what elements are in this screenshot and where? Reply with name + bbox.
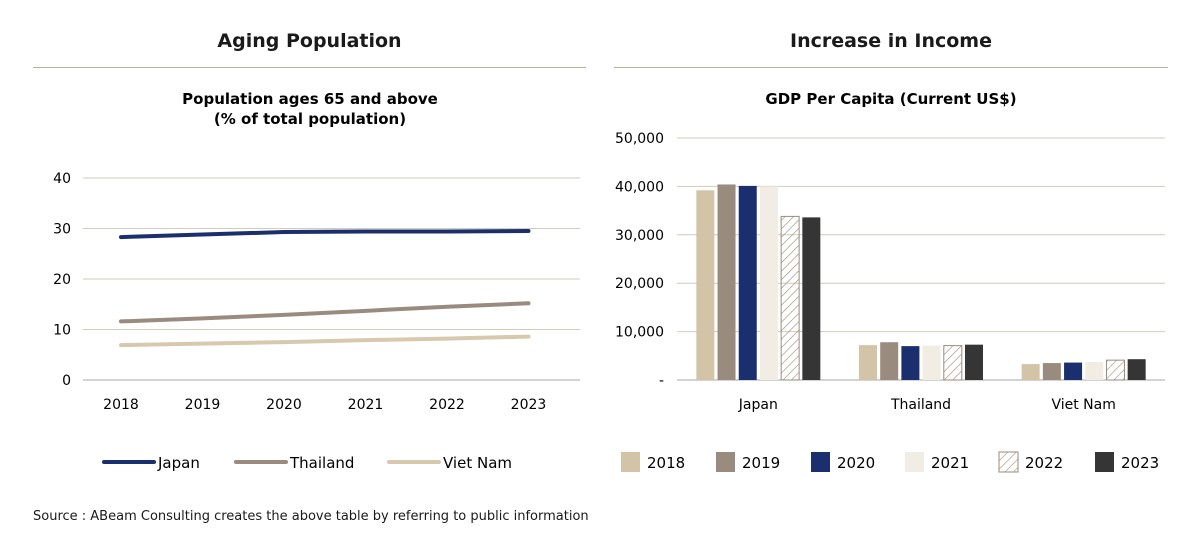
bar-viet-nam-2023 bbox=[1127, 359, 1146, 380]
line-chart-x-tick: 2020 bbox=[266, 397, 302, 413]
bar-thailand-2018 bbox=[859, 345, 877, 380]
bar-japan-2023 bbox=[802, 217, 821, 380]
legend-label: 2018 bbox=[647, 454, 685, 472]
line-chart-x-tick: 2023 bbox=[511, 397, 547, 413]
legend-label: 2021 bbox=[931, 454, 969, 472]
bar-thailand-2020 bbox=[901, 346, 920, 380]
legend-label: Thailand bbox=[289, 454, 354, 472]
bar-viet-nam-2018 bbox=[1021, 364, 1040, 380]
legend-label: 2022 bbox=[1025, 454, 1063, 472]
bar-chart-y-tick: - bbox=[659, 373, 664, 389]
bar-chart-y-tick: 10,000 bbox=[615, 325, 664, 341]
bar-chart-title: GDP Per Capita (Current US$) bbox=[765, 90, 1016, 108]
bar-viet-nam-2020 bbox=[1064, 362, 1083, 380]
series-line-japan bbox=[119, 229, 531, 240]
line-chart-y-tick: 30 bbox=[53, 222, 71, 238]
line-chart-x-tick: 2019 bbox=[185, 397, 221, 413]
line-chart-y-tick: 40 bbox=[53, 171, 71, 187]
left-heading-rule bbox=[33, 67, 586, 68]
legend-label: 2019 bbox=[742, 454, 780, 472]
legend-swatch bbox=[905, 452, 924, 472]
aging-population-heading: Aging Population bbox=[217, 30, 402, 52]
bar-viet-nam-2022 bbox=[1105, 359, 1125, 381]
bar-japan-2022 bbox=[780, 215, 800, 381]
bar-chart-y-tick: 20,000 bbox=[615, 276, 664, 292]
line-chart-subtitle: (% of total population) bbox=[214, 110, 406, 128]
bar-viet-nam-2019 bbox=[1042, 363, 1061, 380]
aging-population-chart: Population ages 65 and above (% of total … bbox=[53, 90, 580, 472]
bar-thailand-2022 bbox=[943, 345, 963, 381]
legend-swatch bbox=[811, 452, 830, 472]
bar-thailand-2019 bbox=[880, 342, 899, 380]
bar-japan-2020 bbox=[738, 185, 757, 380]
bar-chart-category-label: Japan bbox=[738, 397, 778, 413]
line-chart-x-tick: 2021 bbox=[348, 397, 384, 413]
bar-japan-2019 bbox=[717, 184, 736, 380]
legend-label: Japan bbox=[157, 454, 200, 472]
legend-swatch bbox=[621, 452, 640, 472]
bar-chart-y-tick: 30,000 bbox=[615, 228, 664, 244]
legend-label: 2020 bbox=[837, 454, 875, 472]
source-note: Source : ABeam Consulting creates the ab… bbox=[33, 509, 589, 524]
bar-thailand-2023 bbox=[965, 344, 983, 380]
legend-label: Viet Nam bbox=[443, 454, 512, 472]
bar-chart-category-label: Thailand bbox=[890, 397, 951, 413]
bar-viet-nam-2021 bbox=[1085, 362, 1104, 380]
right-heading-rule bbox=[614, 67, 1168, 68]
line-chart-y-tick: 10 bbox=[53, 323, 71, 339]
series-line-thailand bbox=[119, 301, 531, 324]
line-chart-x-tick: 2018 bbox=[103, 397, 139, 413]
line-chart-x-tick: 2022 bbox=[429, 397, 465, 413]
series-line-viet-nam bbox=[119, 334, 531, 348]
gdp-per-capita-chart: GDP Per Capita (Current US$) - 10,000 20,00… bbox=[615, 90, 1165, 473]
bar-chart-category-label: Viet Nam bbox=[1051, 397, 1115, 413]
bar-chart-y-tick: 50,000 bbox=[615, 131, 664, 147]
legend-swatch bbox=[998, 451, 1019, 473]
legend-swatch bbox=[716, 452, 735, 472]
line-chart-y-tick: 20 bbox=[53, 272, 71, 288]
bar-chart-y-tick: 40,000 bbox=[615, 179, 664, 195]
line-chart-y-tick: 0 bbox=[62, 373, 71, 389]
bar-thailand-2021 bbox=[922, 345, 941, 380]
legend-swatch bbox=[1095, 452, 1114, 472]
bar-japan-2021 bbox=[759, 186, 778, 380]
bar-japan-2018 bbox=[696, 190, 715, 380]
income-heading: Increase in Income bbox=[790, 30, 992, 52]
legend-label: 2023 bbox=[1121, 454, 1159, 472]
line-chart-title: Population ages 65 and above bbox=[182, 90, 438, 108]
